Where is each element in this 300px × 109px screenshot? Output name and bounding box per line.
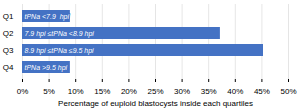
svg-text:tPNa >9.5 hpi: tPNa >9.5 hpi	[25, 64, 68, 72]
svg-text:Q1: Q1	[3, 12, 14, 21]
svg-text:40%: 40%	[227, 87, 243, 96]
svg-text:Q2: Q2	[3, 29, 14, 38]
svg-text:30%: 30%	[174, 87, 190, 96]
svg-text:Q3: Q3	[3, 46, 14, 55]
svg-text:tPNa <7.9 hpi: tPNa <7.9 hpi	[25, 13, 70, 21]
svg-text:8.9 hpi ≤tPNa ≤9.5 hpi: 8.9 hpi ≤tPNa ≤9.5 hpi	[25, 47, 95, 55]
svg-text:45%: 45%	[254, 87, 270, 96]
svg-text:20%: 20%	[121, 87, 137, 96]
svg-text:0%: 0%	[17, 87, 29, 96]
svg-text:Q4: Q4	[3, 63, 14, 72]
svg-text:10%: 10%	[68, 87, 84, 96]
svg-text:25%: 25%	[147, 87, 163, 96]
svg-text:7.9 hpi ≤tPNa <8.9 hpi: 7.9 hpi ≤tPNa <8.9 hpi	[25, 30, 95, 38]
svg-text:Percentage of euploid blastocy: Percentage of euploid blastocysts inside…	[58, 99, 253, 108]
svg-text:15%: 15%	[94, 87, 110, 96]
svg-text:5%: 5%	[43, 87, 55, 96]
svg-text:35%: 35%	[201, 87, 217, 96]
svg-text:50%: 50%	[280, 87, 296, 96]
